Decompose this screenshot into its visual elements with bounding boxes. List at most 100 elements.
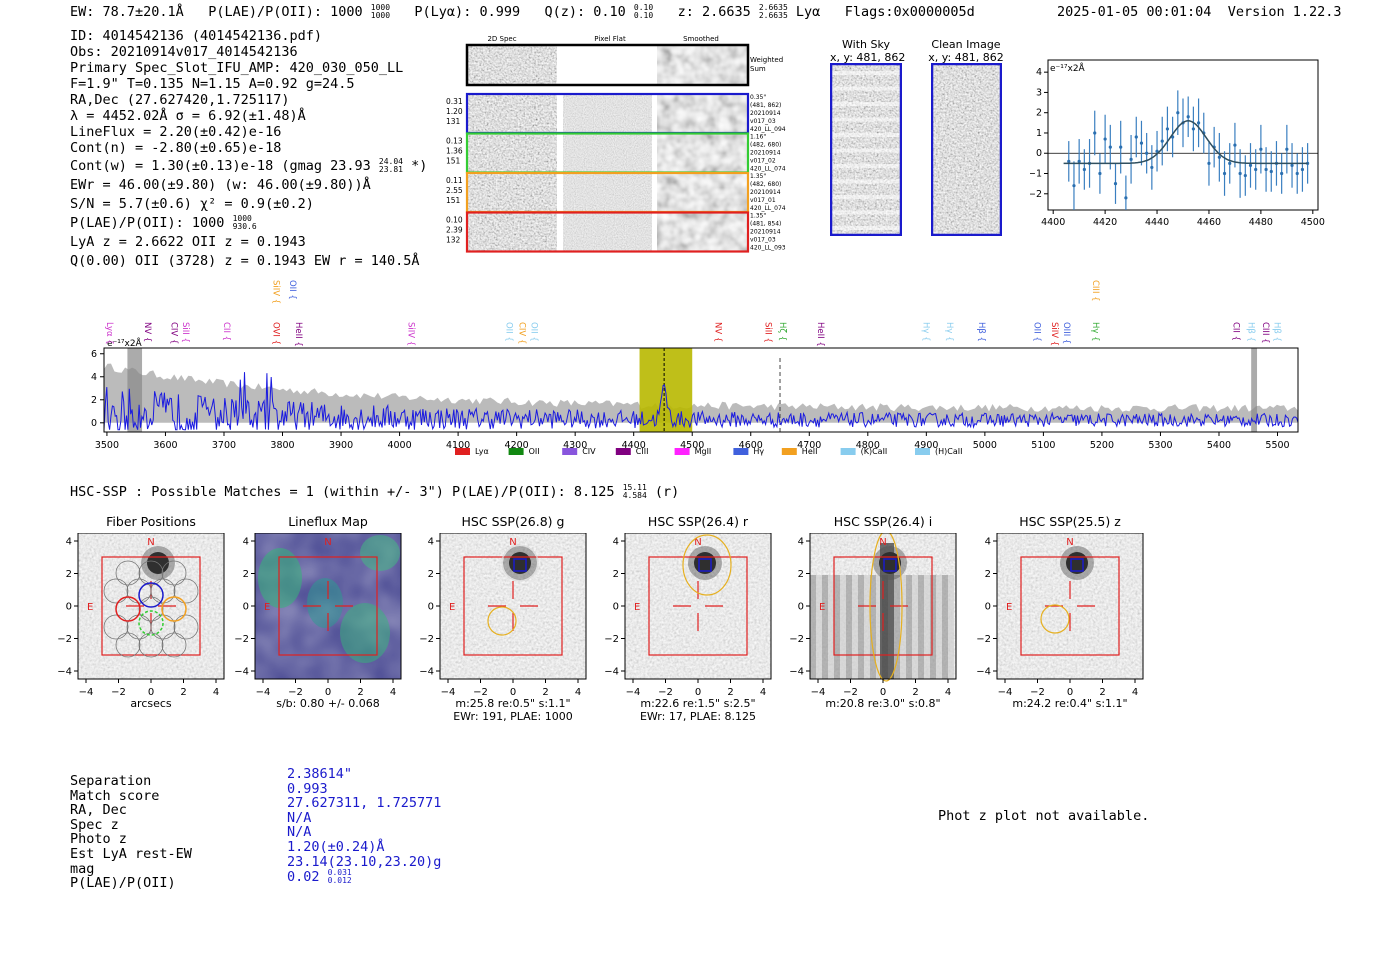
value-separation: 2.38614"	[287, 766, 353, 782]
spectrum-xtick-label: 4000	[387, 440, 411, 451]
bright-source-halo	[688, 546, 722, 580]
fiber-right-info: 420_LL_094	[750, 126, 786, 133]
cutout-stripe	[846, 575, 852, 679]
info-obs: Obs: 20210914v017_4014542136	[70, 44, 298, 60]
fiber-gap	[652, 134, 657, 172]
cutout-xtick-label: −2	[111, 687, 126, 698]
cutout-xtick-label: 0	[510, 687, 516, 698]
fit-xtick-label: 4440	[1145, 217, 1169, 228]
header-version: Version 1.22.3	[1227, 4, 1342, 20]
fiber-right-info: v017_02	[750, 158, 776, 165]
spectrum-xtick-label: 3600	[153, 440, 177, 451]
weighted-sum-row: Weighted Sum	[465, 43, 783, 87]
fit-point	[1145, 151, 1149, 155]
full-spectrum-chart: e⁻¹⁷x2Å 3500 3600 3700 3800 3900 4000 4100 4200 4…	[91, 280, 1299, 456]
fiber-left-stat: 132	[446, 236, 461, 245]
spectrum-line-label: Hγ {	[944, 322, 954, 342]
cutout-caption: m:25.8 re:0.5" s:1.1" EWr: 191, PLAE: 100…	[425, 697, 601, 723]
fit-xtick-label: 4460	[1197, 217, 1221, 228]
fit-point	[1077, 159, 1081, 163]
fiber-flat	[563, 134, 652, 172]
hsc-plae-range: 15.11 4.584	[622, 483, 647, 500]
cutout-xtick-label: 2	[542, 687, 548, 698]
fiber-left-stat: 151	[446, 196, 461, 205]
fit-point	[1155, 149, 1159, 153]
fiber-frame	[465, 211, 750, 253]
with-sky-xy: x, y: 481, 862	[830, 51, 906, 64]
sky-stripe	[830, 179, 902, 184]
lineflux-blob	[307, 578, 343, 628]
cutout-caption: arcsecs	[63, 697, 239, 710]
header-ew: EW: 78.7±20.1Å	[70, 4, 184, 20]
fiber-smoothed	[657, 95, 747, 132]
spectrum-line-label: CII {	[221, 322, 231, 341]
fit-point	[1217, 155, 1221, 159]
fiber-highlight-red	[115, 596, 141, 622]
cutout-caption-line: m:24.2 re:0.4" s:1.1"	[1012, 697, 1128, 710]
cutout-xtick-label: −4	[998, 687, 1013, 698]
header-plya: P(Lyα): 0.999	[414, 4, 521, 20]
east-label: E	[449, 602, 455, 613]
fit-xtick-label: 4420	[1093, 217, 1117, 228]
label-radec: RA, Dec	[70, 802, 127, 819]
extraction-box	[648, 556, 748, 656]
cutout-stripe	[900, 575, 906, 679]
fiber-right-info: 20210914	[750, 110, 781, 117]
fit-ytick-label: 2	[1036, 108, 1042, 119]
with-sky-title-block: With Sky x, y: 481, 862	[830, 38, 906, 64]
north-label: N	[147, 537, 154, 548]
cutout-trail	[880, 543, 894, 679]
cutout-image: N E 4 2 0 −2 −4 −4 −2 0 2 4	[976, 533, 1144, 698]
sky-stripe	[830, 102, 902, 106]
spectrum-line-label: Hγ {	[920, 322, 930, 342]
fiber-2d	[468, 95, 557, 132]
fiber-right-info: 1.16"	[750, 134, 766, 141]
fit-xtick-label: 4400	[1041, 217, 1065, 228]
spectrum-xtick-label: 3500	[95, 440, 119, 451]
fiber-smoothed	[657, 213, 747, 251]
fiber-circle	[161, 632, 187, 658]
weighted-label: Weighted	[750, 56, 783, 64]
spectrum-ytick-label: 0	[91, 418, 97, 429]
fit-point	[1134, 135, 1138, 139]
fiber-flat	[563, 95, 652, 132]
spectrum-xtick-label: 4900	[914, 440, 938, 451]
label-mag: mag	[70, 860, 95, 877]
extraction-box	[1020, 556, 1120, 656]
spectrum-line-label: NV {	[713, 322, 723, 342]
info-id: ID: 4014542136 (4014542136.pdf)	[70, 28, 322, 44]
info-lambda: λ = 4452.02Å σ = 6.92(±1.48)Å	[70, 108, 306, 124]
sky-stripe	[830, 71, 902, 75]
fit-point	[1160, 139, 1164, 143]
fit-point	[1228, 161, 1232, 165]
fiber-right-info: 1.35"	[750, 213, 766, 220]
fit-ylabel: e⁻¹⁷x2Å	[1050, 62, 1086, 74]
extraction-box	[278, 556, 378, 656]
fit-xtick-label: 4500	[1301, 217, 1325, 228]
fiber-flat	[563, 174, 652, 211]
cutout-ytick-label: −2	[976, 634, 991, 645]
spectrum-xtick-label: 4600	[739, 440, 763, 451]
cutout-ytick-label: 2	[798, 569, 804, 580]
spectrum-line-label: SiII {	[180, 322, 190, 343]
fiber-2d	[468, 174, 557, 211]
fit-point	[1139, 141, 1144, 145]
fit-point	[1067, 159, 1071, 163]
spectrum-xtick-label: 5100	[1031, 440, 1055, 451]
spectrum-xtick-label: 4400	[622, 440, 646, 451]
sky-stripe	[830, 195, 902, 199]
fit-point	[1233, 143, 1237, 147]
fiber-flat	[563, 213, 652, 251]
header-plae-range: 1000 1000	[370, 3, 391, 20]
lineflux-blob	[360, 535, 400, 571]
spectrum-xtick-label: 4100	[446, 440, 470, 451]
info-lineflux: LineFlux = 2.20(±0.42)e-16	[70, 124, 282, 140]
fiber-gap	[557, 174, 563, 211]
fit-point	[1207, 161, 1211, 165]
legend-swatch	[840, 448, 856, 455]
east-label: E	[819, 602, 825, 613]
with-sky-image	[830, 63, 902, 236]
spectrum-line-label: HeII {	[293, 322, 303, 347]
cutout-xtick-label: 0	[325, 687, 331, 698]
